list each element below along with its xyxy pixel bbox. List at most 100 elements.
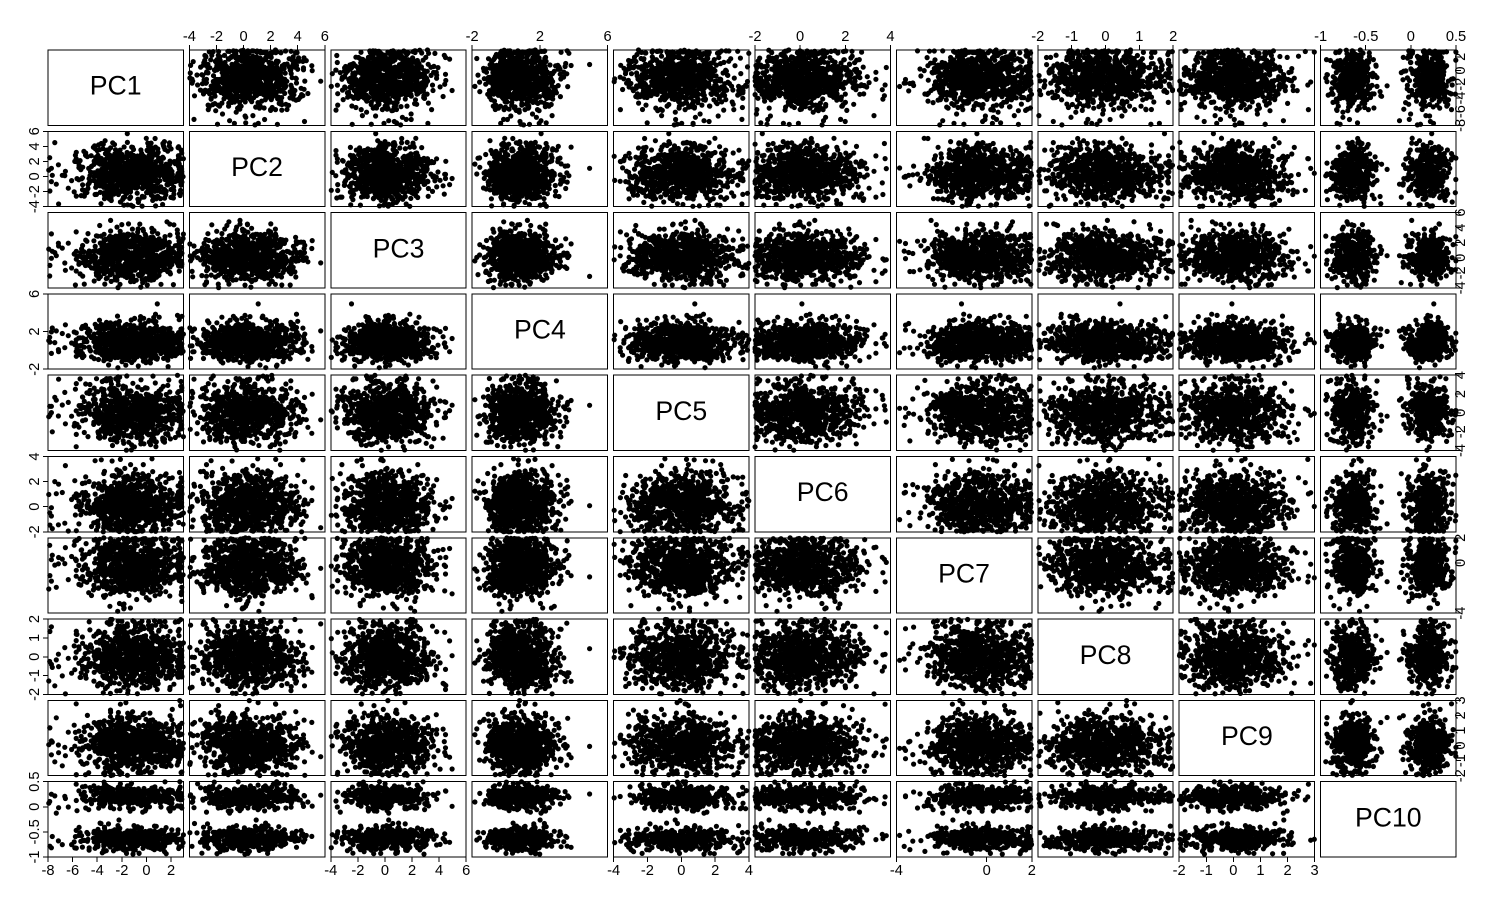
- x-tick-label: 2: [267, 29, 275, 45]
- x-tick-label: 2: [1283, 863, 1291, 879]
- y-tick-label: 2: [27, 478, 43, 486]
- x-tick-label: 3: [1311, 863, 1319, 879]
- y-tick-label: -2: [27, 185, 43, 198]
- diag-label: PC1: [90, 71, 142, 101]
- y-tick-label: -0.5: [27, 819, 43, 844]
- x-tick-label: -8: [41, 863, 54, 879]
- y-tick-label: 0: [1453, 742, 1469, 750]
- x-tick-label: 0: [1407, 29, 1415, 45]
- x-tick-label: 6: [604, 29, 612, 45]
- x-tick-label: -2: [210, 29, 223, 45]
- x-tick-label: -2: [466, 29, 479, 45]
- y-tick-label: 0: [1453, 409, 1469, 417]
- x-tick-label: 2: [536, 29, 544, 45]
- y-tick-label: -2: [27, 688, 43, 701]
- y-tick-label: 2: [27, 327, 43, 335]
- x-tick-label: 4: [886, 29, 894, 45]
- x-tick-label: -2: [1031, 29, 1044, 45]
- y-tick-label: 4: [1453, 371, 1469, 379]
- x-tick-label: -1: [1314, 29, 1327, 45]
- y-tick-label: 6: [27, 127, 43, 135]
- y-tick-label: 2: [1453, 534, 1469, 542]
- diag-label: PC5: [655, 396, 707, 426]
- y-tick-label: -1: [27, 669, 43, 682]
- x-tick-label: 2: [1028, 863, 1036, 879]
- y-tick-label: -4: [1453, 91, 1469, 104]
- y-tick-label: -1: [27, 850, 43, 863]
- diag-label: PC4: [514, 315, 566, 345]
- x-tick-label: 6: [462, 863, 470, 879]
- y-tick-label: 0: [27, 172, 43, 180]
- y-tick-label: -2: [1453, 425, 1469, 438]
- pairs-scatterplot-matrix: PC1PC2PC3PC4PC5PC6PC7PC8PC9PC10-8-6-4-20…: [0, 0, 1504, 912]
- x-tick-label: 2: [711, 863, 719, 879]
- x-tick-label: 0: [381, 863, 389, 879]
- y-tick-label: 6: [1453, 209, 1469, 217]
- x-tick-label: -4: [890, 863, 903, 879]
- x-tick-label: -6: [66, 863, 79, 879]
- y-tick-label: 0.5: [27, 772, 43, 792]
- y-tick-label: 0: [1453, 66, 1469, 74]
- diag-label: PC3: [373, 233, 425, 263]
- x-tick-label: 2: [408, 863, 416, 879]
- y-tick-label: 6: [27, 290, 43, 298]
- y-tick-label: -4: [27, 200, 43, 213]
- y-tick-label: 0: [27, 653, 43, 661]
- x-tick-label: 2: [1169, 29, 1177, 45]
- y-tick-label: 3: [1453, 696, 1469, 704]
- y-tick-label: -4: [1453, 607, 1469, 620]
- y-tick-label: 4: [27, 452, 43, 460]
- y-tick-label: 2: [1453, 711, 1469, 719]
- y-tick-label: 2: [27, 615, 43, 623]
- y-tick-label: 0: [1453, 254, 1469, 262]
- y-tick-label: 0: [27, 803, 43, 811]
- y-tick-label: 0: [1453, 559, 1469, 567]
- x-tick-label: 4: [294, 29, 302, 45]
- x-tick-label: 4: [435, 863, 443, 879]
- x-tick-label: -2: [748, 29, 761, 45]
- x-tick-label: -0.5: [1353, 29, 1378, 45]
- y-tick-label: 1: [27, 634, 43, 642]
- y-tick-label: 1: [1453, 726, 1469, 734]
- y-tick-label: 2: [1453, 53, 1469, 61]
- x-tick-label: 2: [167, 863, 175, 879]
- plot-svg: PC1PC2PC3PC4PC5PC6PC7PC8PC9PC10-8-6-4-20…: [0, 0, 1504, 912]
- y-tick-label: -2: [1453, 266, 1469, 279]
- x-tick-label: 0: [677, 863, 685, 879]
- x-tick-label: 0: [796, 29, 804, 45]
- y-tick-label: 4: [27, 142, 43, 150]
- y-tick-label: -6: [1453, 105, 1469, 118]
- y-tick-label: 2: [27, 157, 43, 165]
- x-tick-label: -1: [1200, 863, 1213, 879]
- y-tick-label: -1: [1453, 754, 1469, 767]
- x-tick-label: -1: [1065, 29, 1078, 45]
- x-tick-label: -2: [1173, 863, 1186, 879]
- x-tick-label: 0: [1101, 29, 1109, 45]
- x-tick-label: -2: [115, 863, 128, 879]
- x-tick-label: -4: [183, 29, 196, 45]
- x-tick-label: -2: [641, 863, 654, 879]
- y-tick-label: 2: [1453, 239, 1469, 247]
- x-tick-label: 0: [983, 863, 991, 879]
- diag-label: PC7: [938, 558, 990, 588]
- diag-label: PC8: [1080, 640, 1132, 670]
- x-tick-label: -2: [351, 863, 364, 879]
- y-tick-label: -2: [27, 525, 43, 538]
- x-tick-label: 0: [239, 29, 247, 45]
- x-tick-label: 6: [321, 29, 329, 45]
- y-tick-label: -8: [1453, 119, 1469, 132]
- x-tick-label: -4: [324, 863, 337, 879]
- y-tick-label: 4: [1453, 224, 1469, 232]
- y-tick-label: -4: [1453, 281, 1469, 294]
- diag-label: PC10: [1355, 802, 1422, 832]
- y-tick-label: 0: [27, 503, 43, 511]
- y-tick-label: 2: [1453, 390, 1469, 398]
- x-tick-label: 0.5: [1446, 29, 1466, 45]
- diag-label: PC9: [1221, 721, 1273, 751]
- x-tick-label: -4: [607, 863, 620, 879]
- x-tick-label: 1: [1135, 29, 1143, 45]
- x-tick-label: 2: [841, 29, 849, 45]
- x-tick-label: 0: [142, 863, 150, 879]
- x-tick-label: 1: [1256, 863, 1264, 879]
- diag-label: PC6: [797, 477, 849, 507]
